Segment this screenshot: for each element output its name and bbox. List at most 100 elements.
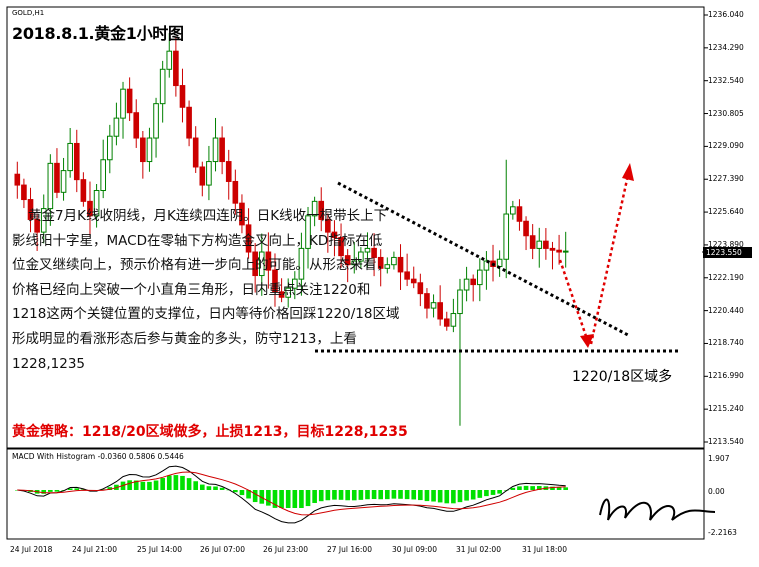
candle-body xyxy=(40,208,47,233)
candle-body xyxy=(311,200,318,217)
macd-histogram-bar xyxy=(193,481,199,490)
macd-histogram-bar xyxy=(272,490,278,508)
candle-body xyxy=(404,271,410,280)
candle-body xyxy=(27,199,34,220)
candle-body xyxy=(159,68,166,105)
macd-histogram-bar xyxy=(61,490,66,491)
candle-body xyxy=(562,250,569,253)
price-tick-label: 1236.040 xyxy=(708,10,744,19)
macd-histogram-bar xyxy=(523,485,529,490)
down-arrow-path xyxy=(558,259,590,343)
candle-body xyxy=(192,137,199,168)
macd-histogram-bar xyxy=(252,490,258,503)
candle-body xyxy=(325,218,331,233)
analysis-line: 黄金7月K线收阴线，月K连续四连阴。日K线收一根带长上下 xyxy=(28,208,388,224)
candle-body xyxy=(252,251,258,277)
macd-histogram-bar xyxy=(107,487,113,490)
macd-histogram-bar xyxy=(285,490,291,508)
macd-histogram-bar xyxy=(233,490,238,493)
candle-body xyxy=(318,200,325,220)
candle-body xyxy=(34,218,40,233)
candle-body xyxy=(272,269,278,293)
macd-histogram-bar xyxy=(477,490,483,498)
candle-body xyxy=(556,249,562,253)
down-arrow-head xyxy=(580,334,594,348)
time-tick-label: 24 Jul 2018 xyxy=(10,545,53,554)
price-tick-label: 1222.190 xyxy=(708,272,744,282)
candle-body xyxy=(106,135,113,161)
macd-histogram-bar xyxy=(431,490,436,502)
candle-body xyxy=(457,289,463,315)
candle-body xyxy=(80,179,87,202)
candle-body xyxy=(239,202,245,226)
candle-body xyxy=(285,287,292,298)
macd-histogram-bar xyxy=(266,490,271,506)
time-tick-label: 27 Jul 16:00 xyxy=(327,545,372,554)
candle-body xyxy=(67,142,73,172)
candle-body xyxy=(483,260,490,271)
macd-histogram-bar xyxy=(213,486,218,490)
macd-tick-label: -2.2163 xyxy=(708,528,737,537)
candle-body xyxy=(186,106,192,139)
macd-histogram-bar xyxy=(219,487,225,490)
candle-body xyxy=(219,137,225,163)
candle-body xyxy=(245,224,252,253)
macd-histogram-bar xyxy=(48,490,53,492)
time-tick-label: 31 Jul 18:00 xyxy=(522,545,567,554)
candle-body xyxy=(47,162,54,210)
macd-indicator-label: MACD With Histogram -0.0360 0.5806 0.544… xyxy=(12,452,184,461)
time-tick-label: 26 Jul 07:00 xyxy=(200,545,245,554)
macd-histogram-bar xyxy=(470,490,476,500)
macd-histogram-bar xyxy=(517,486,522,490)
macd-histogram-bar xyxy=(166,475,172,490)
candle-body xyxy=(133,112,140,139)
macd-histogram-bar xyxy=(365,490,370,500)
macd-histogram-bar xyxy=(490,490,496,495)
candle-body xyxy=(391,256,397,266)
macd-histogram-bar xyxy=(411,490,417,500)
macd-histogram-bar xyxy=(299,490,304,508)
candle-body xyxy=(258,251,265,277)
macd-histogram-bar xyxy=(100,489,106,490)
macd-histogram-bar xyxy=(81,489,86,490)
macd-histogram-bar xyxy=(173,475,179,490)
macd-histogram-bar xyxy=(351,490,357,501)
price-tick-label: 1220.440 xyxy=(708,305,744,315)
trend-line xyxy=(337,181,629,337)
macd-histogram-bar xyxy=(338,490,344,500)
macd-histogram-bar xyxy=(444,490,450,504)
candle-body xyxy=(377,256,384,269)
price-tick-label: 1223.890 xyxy=(708,239,744,249)
macd-histogram-bar xyxy=(510,487,516,490)
candle-body xyxy=(87,200,93,217)
candle-body xyxy=(14,173,21,186)
candle-body xyxy=(212,137,219,163)
candle-body xyxy=(265,251,272,271)
candle-body xyxy=(496,258,503,267)
candle-body xyxy=(146,137,153,163)
macd-histogram-bar xyxy=(457,490,463,503)
macd-histogram-bar xyxy=(484,490,489,497)
macd-histogram-bar xyxy=(503,490,509,491)
macd-histogram-bar xyxy=(259,490,265,504)
macd-histogram-bar xyxy=(153,480,159,490)
up-arrow-path xyxy=(589,174,630,345)
candle-body xyxy=(510,206,516,215)
time-tick-label: 30 Jul 09:00 xyxy=(392,545,437,554)
candle-body xyxy=(305,215,311,249)
symbol-label: GOLD,H1 xyxy=(12,9,45,17)
zone-label: 1220/18区域多 xyxy=(572,369,673,385)
candle-body xyxy=(476,269,483,286)
candle-body xyxy=(503,213,510,260)
macd-histogram-bar xyxy=(206,486,212,490)
time-tick-label: 31 Jul 02:00 xyxy=(456,545,501,554)
time-tick-label: 26 Jul 23:00 xyxy=(263,545,308,554)
macd-tick-label: 0.00 xyxy=(708,487,725,496)
candle-body xyxy=(536,240,543,249)
candle-body xyxy=(529,235,536,249)
macd-tick-label: 1.907 xyxy=(708,454,730,463)
candle-body xyxy=(437,302,443,320)
candle-body xyxy=(410,278,417,284)
macd-histogram-bar xyxy=(556,487,562,490)
